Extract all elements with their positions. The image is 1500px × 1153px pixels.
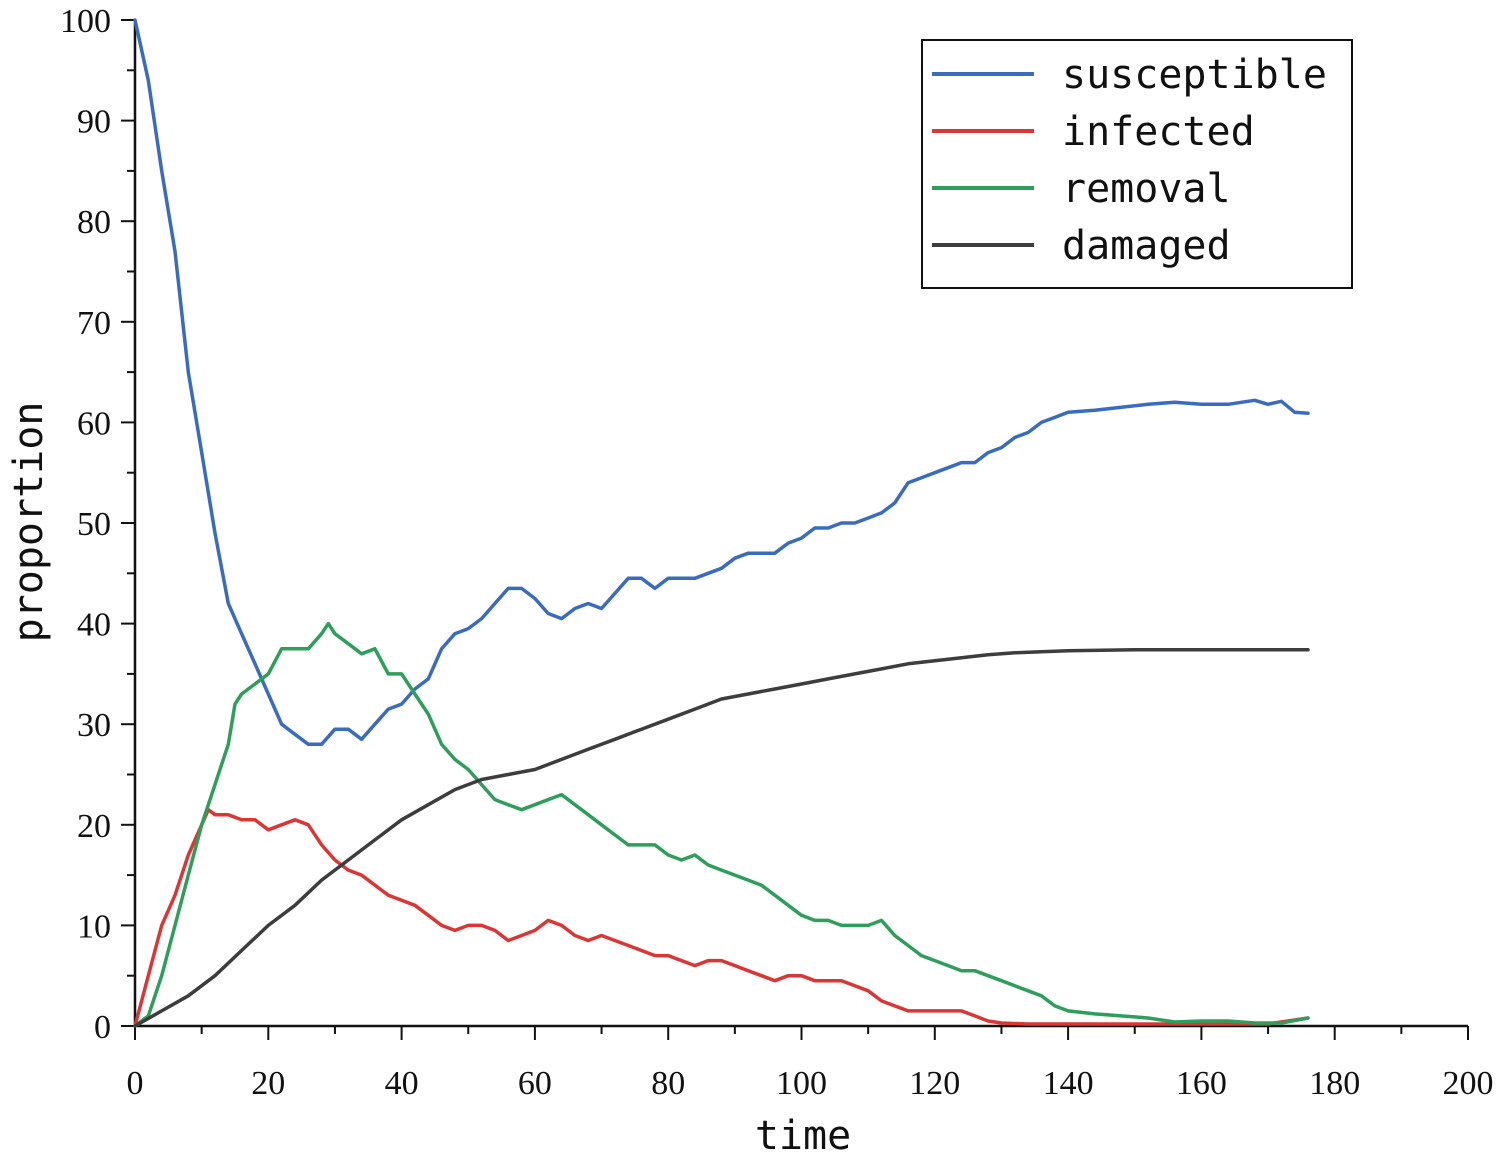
x-tick-label: 100 [776,1065,827,1102]
series-line-damaged [133,648,1310,1028]
y-tick-label: 30 [77,707,111,744]
x-tick-label: 80 [651,1065,685,1102]
series-line-infected [133,807,1310,1028]
legend-label-susceptible: susceptible [1062,52,1327,98]
series-line-susceptible [133,18,1310,747]
x-tick-label: 180 [1309,1065,1360,1102]
x-tick-label: 60 [518,1065,552,1102]
y-tick-label: 50 [77,506,111,543]
x-tick-label: 0 [127,1065,144,1102]
y-tick-label: 100 [60,3,111,40]
x-tick-label: 40 [385,1065,419,1102]
legend-label-damaged: damaged [1062,223,1231,269]
y-tick-label: 40 [77,607,111,644]
legend-label-removal: removal [1062,166,1231,212]
y-tick-label: 0 [94,1009,111,1046]
legend-label-infected: infected [1062,109,1255,155]
y-tick-label: 60 [77,405,111,442]
x-tick-label: 160 [1176,1065,1227,1102]
series-group [133,18,1310,1028]
y-tick-label: 70 [77,305,111,342]
legend: susceptible infected removal damaged [921,39,1353,289]
y-tick-label: 90 [77,104,111,141]
series-line-removal [133,621,1310,1028]
x-tick-label: 20 [251,1065,285,1102]
y-tick-label: 20 [77,808,111,845]
y-tick-label: 80 [77,204,111,241]
x-tick-label: 200 [1443,1065,1494,1102]
x-tick-label: 140 [1043,1065,1094,1102]
y-tick-label: 10 [77,908,111,945]
axes: 0 20 40 60 80 100 120 140 160 180 200 0 10 20 30 40 50 60… [60,3,1494,1102]
x-axis-title: time [755,1113,851,1153]
x-tick-label: 120 [909,1065,960,1102]
y-axis-title: proportion [6,402,52,643]
